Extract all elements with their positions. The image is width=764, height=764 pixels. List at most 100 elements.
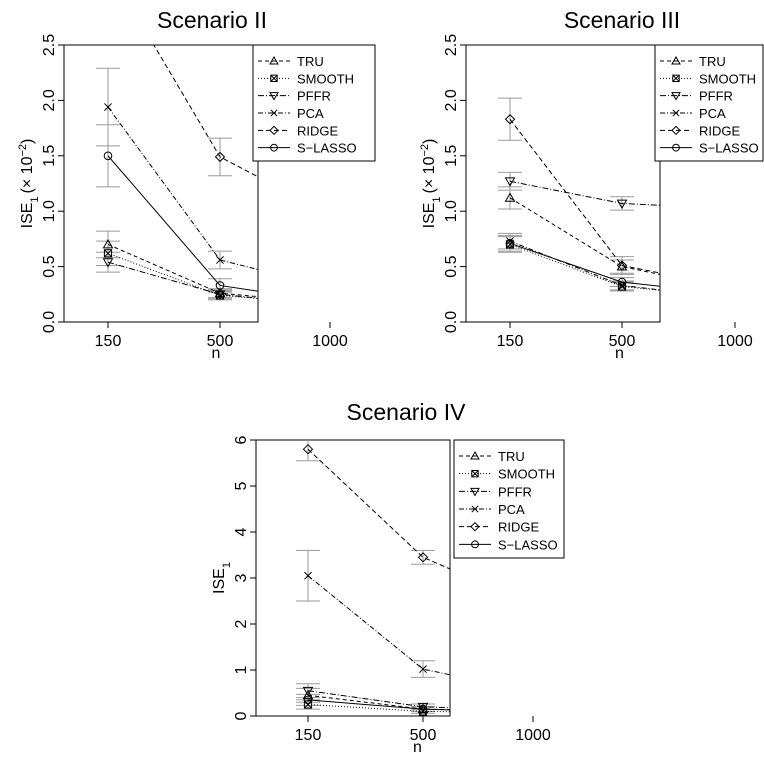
x-tick-label: 1000 <box>312 333 348 350</box>
error-bar <box>521 711 545 714</box>
legend-label: S−LASSO <box>498 537 558 552</box>
legend-label: PCA <box>498 502 525 517</box>
legend-marker <box>269 92 279 101</box>
legend-marker <box>270 143 278 152</box>
data-point <box>506 237 514 246</box>
legend-label: S−LASSO <box>297 141 357 156</box>
series-line <box>509 197 660 275</box>
x-tick-label: 150 <box>95 333 122 350</box>
legend-item: S−LASSO <box>660 141 759 156</box>
plot-frame <box>465 44 661 323</box>
legend-box <box>453 439 565 559</box>
legend-marker <box>470 450 480 460</box>
series-line <box>107 243 258 298</box>
legend-label: PCA <box>699 106 726 121</box>
data-point <box>326 284 333 291</box>
data-point <box>529 709 536 716</box>
legend-marker <box>671 92 681 101</box>
data-point <box>529 688 536 695</box>
legend-marker <box>269 125 279 136</box>
x-axis-label: n <box>212 345 221 362</box>
legend-label: TRU <box>498 449 525 464</box>
legend-label: SMOOTH <box>297 71 354 86</box>
x-tick-label: 500 <box>207 333 234 350</box>
data-point <box>731 283 740 292</box>
data-point <box>731 285 740 293</box>
y-axis-label-main: ISE <box>211 568 228 594</box>
legend-item: PCA <box>258 106 324 121</box>
x-tick-label: 150 <box>295 727 322 744</box>
legend-marker <box>471 469 479 478</box>
data-point <box>302 443 314 455</box>
error-bar <box>723 285 747 294</box>
y-tick-label: 0 <box>233 711 250 720</box>
series-line <box>509 242 660 287</box>
legend-marker <box>671 55 681 65</box>
series-line <box>107 155 258 292</box>
data-point <box>302 689 314 700</box>
data-point <box>731 294 738 301</box>
y-axis-label-scale: (× 10 <box>421 156 438 193</box>
error-bar <box>318 301 342 308</box>
legend-label: PFFR <box>498 484 532 499</box>
error-bar <box>96 0 120 6</box>
legend-label: RIDGE <box>297 123 339 138</box>
data-point <box>103 249 113 258</box>
error-bar <box>723 282 747 293</box>
legend-item: TRU <box>660 54 726 69</box>
y-axis-label-scale: (× 10 <box>19 156 36 193</box>
y-tick-label: 1.5 <box>41 145 58 167</box>
series-line <box>307 699 450 711</box>
error-bar <box>498 97 522 141</box>
data-point <box>504 114 516 125</box>
series-line <box>107 252 258 299</box>
legend-item: PCA <box>459 502 525 517</box>
error-bar <box>521 711 545 714</box>
legend: TRU SMOOTH PFFR PCA RIDGE S−LASSO <box>453 439 565 559</box>
plot-area <box>498 97 747 301</box>
y-tick-label: 1 <box>233 665 250 674</box>
data-point <box>303 695 313 705</box>
series-line <box>153 45 258 178</box>
legend-item: PFFR <box>660 89 733 104</box>
x-tick-label: 1000 <box>515 727 551 744</box>
legend-marker <box>671 125 681 136</box>
x-axis-label: n <box>615 345 624 362</box>
chart-title: Scenario II <box>157 7 267 33</box>
x-axis-label: n <box>413 739 422 756</box>
legend-label: PFFR <box>699 89 733 104</box>
series-line <box>509 118 660 274</box>
data-point <box>529 708 537 716</box>
data-point <box>504 192 516 202</box>
y-tick-label: 1.0 <box>41 200 58 222</box>
error-bar <box>318 282 342 293</box>
data-point <box>216 255 224 264</box>
error-bar <box>521 688 545 695</box>
data-point <box>529 600 538 609</box>
legend: TRU SMOOTH PFFR PCA RIDGE S−LASSO <box>654 44 764 162</box>
data-point <box>616 199 628 209</box>
series-line <box>107 106 258 271</box>
y-axis-label-main: ISE <box>421 203 438 229</box>
legend-item: PFFR <box>459 484 532 499</box>
data-point <box>302 686 314 697</box>
plot-frame <box>63 44 259 323</box>
x-tick-label: 500 <box>609 333 636 350</box>
data-point <box>505 239 515 248</box>
series-line <box>307 690 450 709</box>
legend-item: RIDGE <box>258 123 339 138</box>
legend-marker <box>470 521 480 532</box>
error-bar <box>521 710 545 714</box>
data-point <box>417 702 429 713</box>
y-axis-label-main: ISE <box>19 203 36 229</box>
x-tick-label: 500 <box>410 727 437 744</box>
chart-title: Scenario IV <box>347 399 467 425</box>
data-point <box>304 571 312 580</box>
y-tick-label: 0.0 <box>443 311 460 333</box>
y-axis-label-exp: −2 <box>419 144 431 157</box>
y-tick-label: 6 <box>233 435 250 444</box>
y-axis-label-close: ) <box>19 139 36 144</box>
y-axis-label-sub: 1 <box>221 562 233 568</box>
series-line <box>509 243 660 291</box>
y-tick-label: 2.0 <box>443 89 460 111</box>
